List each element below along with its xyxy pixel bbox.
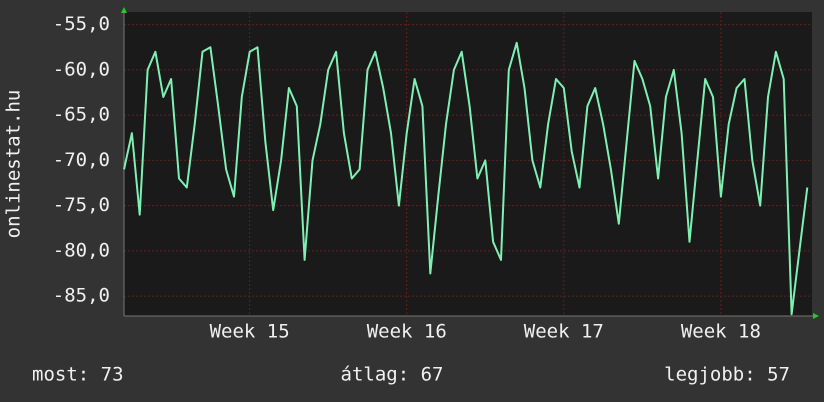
- axis-arrow: [121, 7, 127, 13]
- x-tick-label: Week 18: [681, 321, 761, 343]
- y-tick-label: -60,0: [53, 58, 110, 80]
- x-tick-label: Week 15: [210, 321, 290, 343]
- footer-average: átlag: 67: [341, 364, 444, 386]
- y-tick-label: -70,0: [53, 149, 110, 171]
- footer-now: most: 73: [32, 364, 124, 386]
- y-tick-label: -65,0: [53, 104, 110, 126]
- plot-area: [124, 12, 812, 316]
- y-tick-label: -80,0: [53, 239, 110, 261]
- y-tick-label: -75,0: [53, 194, 110, 216]
- data-line: [123, 41, 809, 316]
- footer-best: legjobb: 57: [664, 364, 790, 386]
- x-tick-label: Week 16: [367, 321, 447, 343]
- y-tick-label: -55,0: [53, 13, 110, 35]
- y-tick-label: -85,0: [53, 285, 110, 307]
- x-tick-label: Week 17: [524, 321, 604, 343]
- axis-arrow: [813, 313, 819, 319]
- y-axis-title: onlinestat.hu: [3, 90, 25, 239]
